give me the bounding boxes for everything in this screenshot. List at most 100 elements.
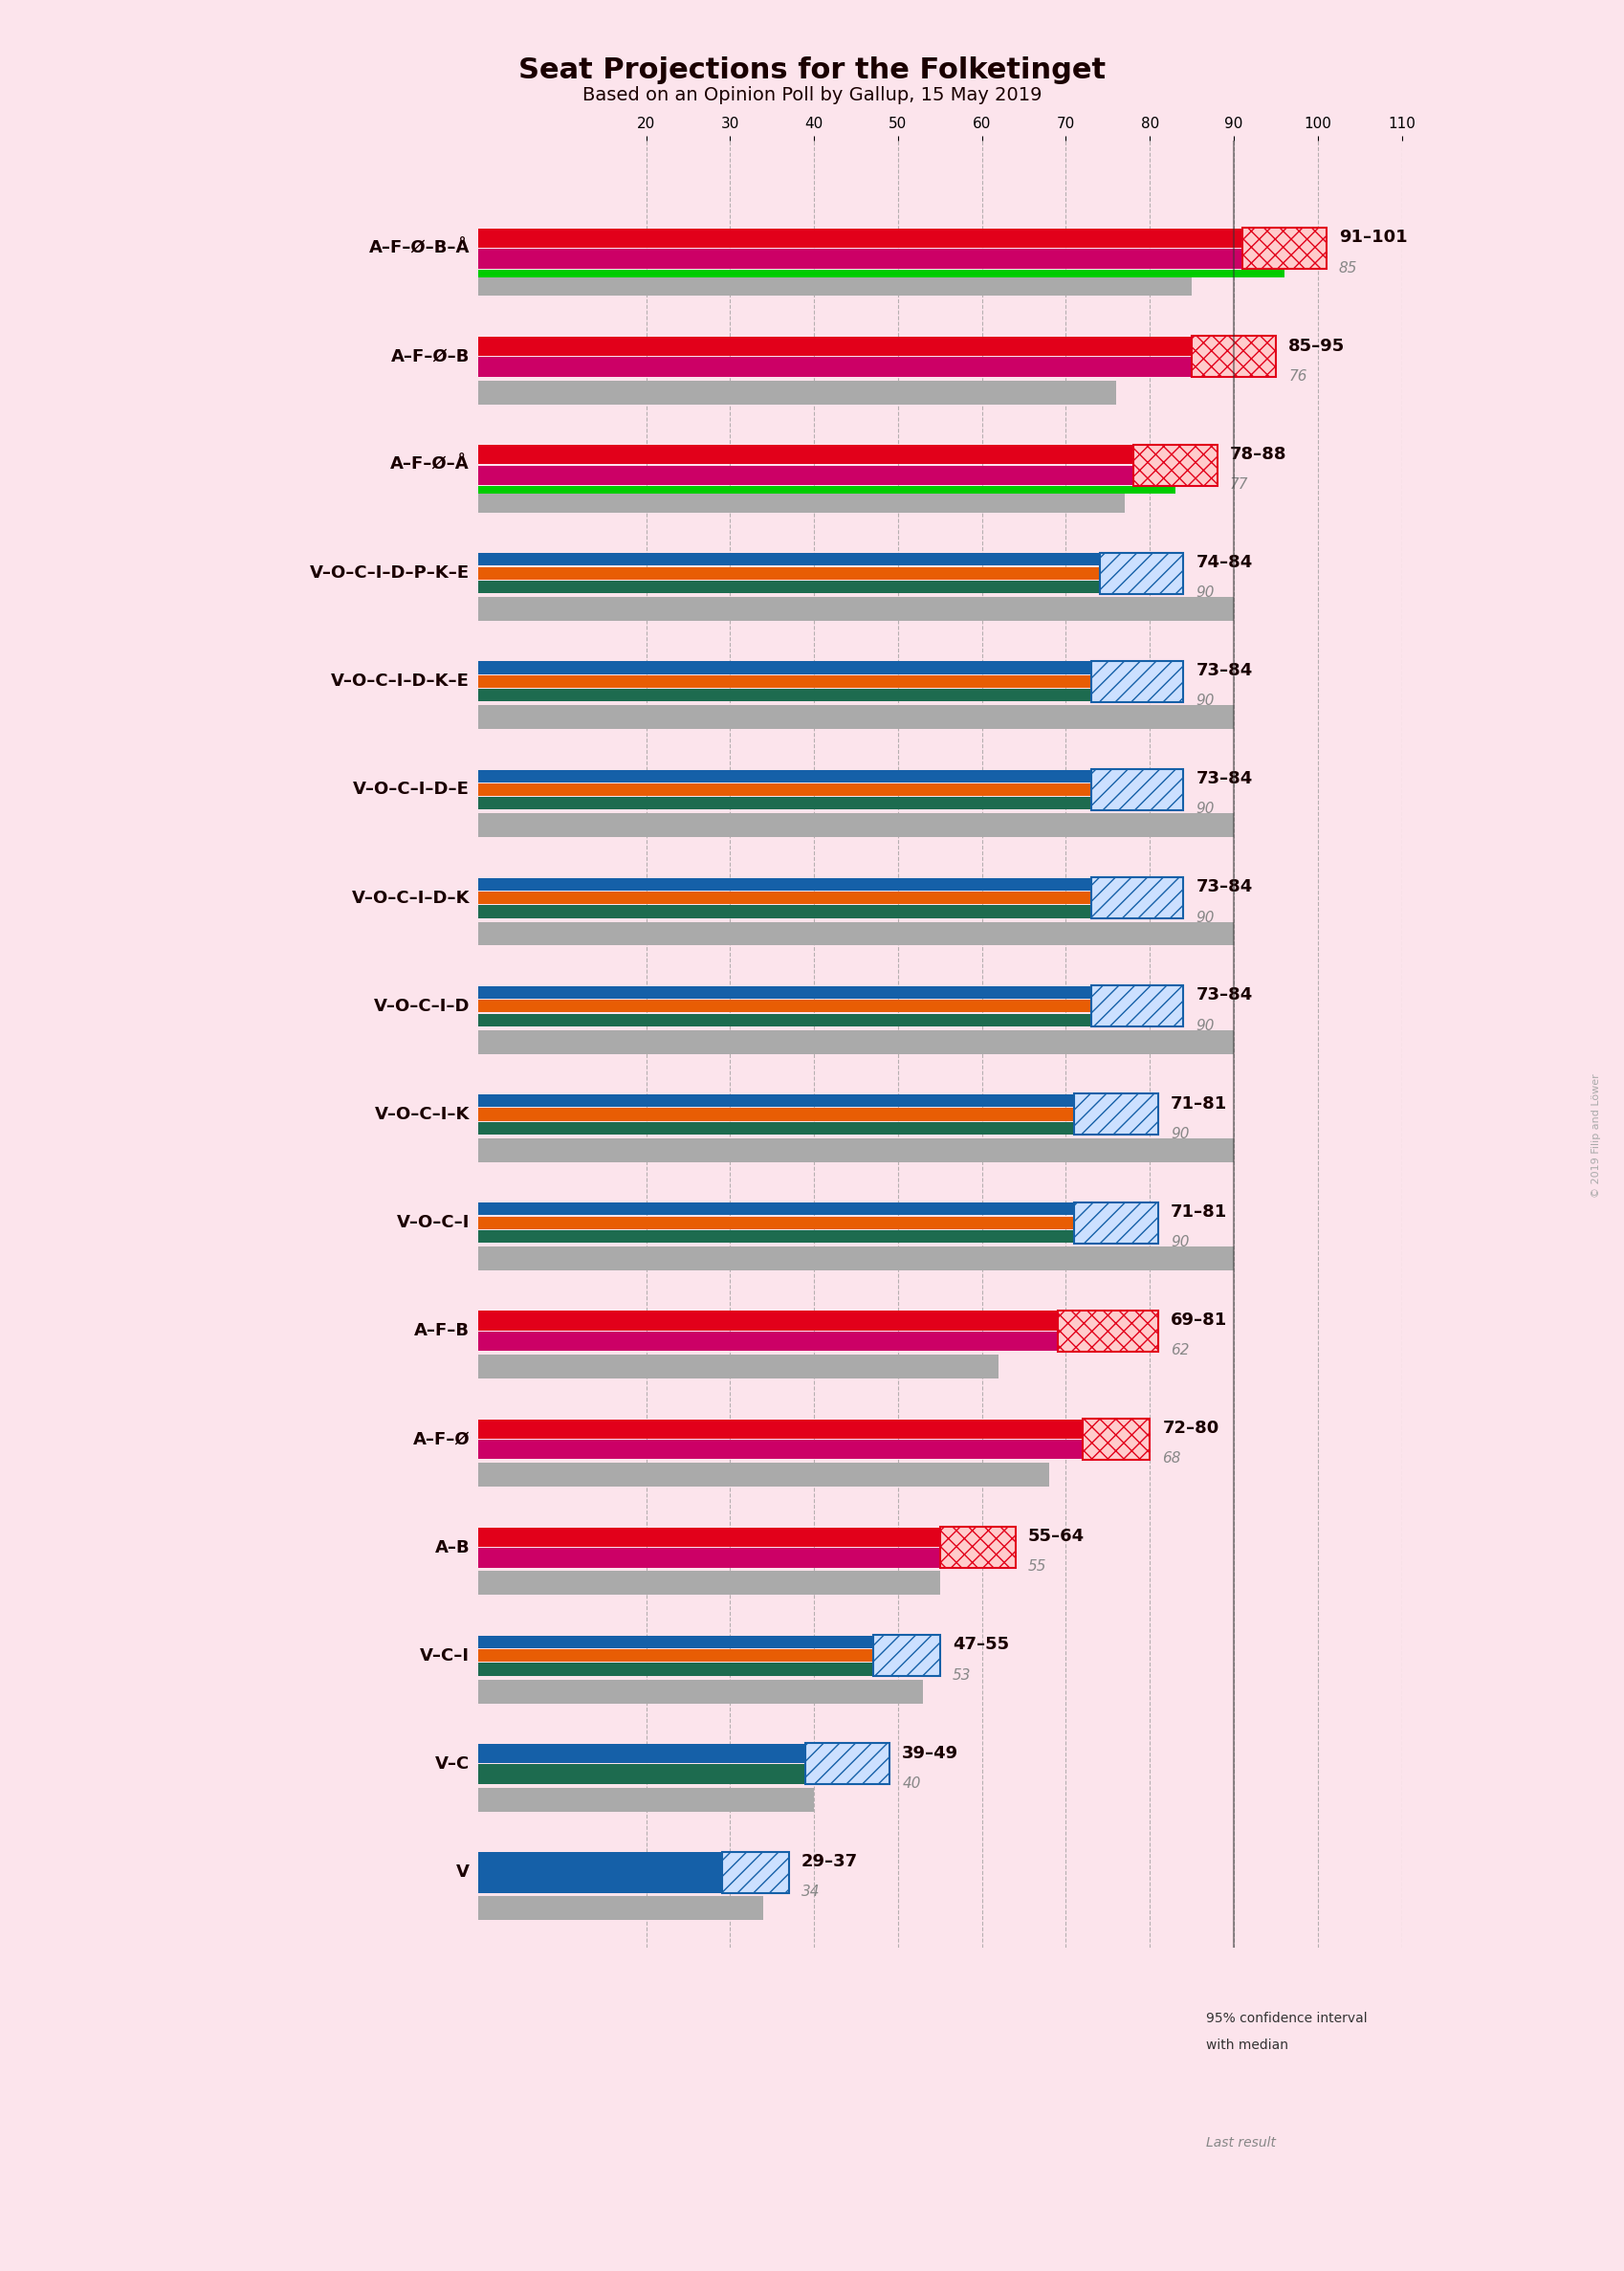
- Text: 73–84: 73–84: [1195, 770, 1252, 788]
- Bar: [477, 1122, 1116, 1136]
- Bar: [477, 1765, 848, 1785]
- FancyBboxPatch shape: [939, 1526, 1015, 1567]
- Text: V–O–C–I–D–K: V–O–C–I–D–K: [351, 890, 469, 906]
- Bar: [477, 1217, 1116, 1229]
- Bar: [477, 270, 1283, 277]
- Text: 39–49: 39–49: [901, 1744, 958, 1762]
- Bar: [477, 674, 1137, 688]
- Bar: [1143, 2121, 1194, 2160]
- Text: © 2019 Filip and Löwer: © 2019 Filip and Löwer: [1590, 1074, 1600, 1197]
- Bar: [477, 486, 1174, 493]
- Text: V–C–I: V–C–I: [419, 1646, 469, 1665]
- Text: 90: 90: [1195, 586, 1215, 600]
- Bar: [477, 1463, 1049, 1488]
- Bar: [477, 1231, 1116, 1242]
- FancyBboxPatch shape: [1090, 877, 1182, 917]
- Text: 34: 34: [801, 1885, 820, 1899]
- Bar: [477, 357, 1233, 377]
- Bar: [477, 1635, 906, 1649]
- Bar: [477, 661, 1137, 674]
- FancyBboxPatch shape: [1173, 1980, 1197, 2055]
- Bar: [477, 1138, 1233, 1163]
- FancyBboxPatch shape: [1057, 1310, 1158, 1351]
- Text: 40: 40: [901, 1776, 921, 1790]
- Text: 90: 90: [1195, 911, 1215, 924]
- Text: 29–37: 29–37: [801, 1853, 857, 1869]
- Bar: [477, 1851, 755, 1892]
- Text: 55–64: 55–64: [1028, 1528, 1085, 1544]
- Text: 68: 68: [1161, 1451, 1181, 1465]
- Text: A–F–Ø–B: A–F–Ø–B: [391, 347, 469, 366]
- Bar: [477, 1662, 906, 1676]
- Text: 74–84: 74–84: [1195, 554, 1252, 570]
- Text: 71–81: 71–81: [1171, 1204, 1226, 1220]
- Text: A–F–Ø–Å: A–F–Ø–Å: [390, 456, 469, 475]
- Text: 85–95: 85–95: [1288, 338, 1345, 354]
- FancyBboxPatch shape: [1132, 445, 1216, 486]
- Bar: [477, 488, 1124, 513]
- Text: V–C: V–C: [435, 1755, 469, 1771]
- FancyBboxPatch shape: [1073, 1201, 1158, 1242]
- Text: V–O–C–I–D: V–O–C–I–D: [374, 997, 469, 1015]
- Bar: [477, 466, 1174, 486]
- Bar: [477, 1419, 1116, 1438]
- Bar: [477, 1108, 1116, 1120]
- Text: 90: 90: [1195, 802, 1215, 815]
- Bar: [477, 1787, 814, 1812]
- Bar: [477, 1440, 1116, 1460]
- FancyBboxPatch shape: [1143, 1980, 1168, 2055]
- Bar: [477, 1896, 763, 1919]
- Bar: [477, 229, 1283, 248]
- Text: 78–88: 78–88: [1229, 445, 1286, 463]
- Text: V: V: [456, 1864, 469, 1880]
- Text: Last result: Last result: [1205, 2137, 1275, 2148]
- Text: 73–84: 73–84: [1195, 986, 1252, 1004]
- Bar: [477, 1744, 848, 1762]
- FancyBboxPatch shape: [872, 1635, 939, 1676]
- FancyBboxPatch shape: [806, 1744, 888, 1785]
- Bar: [477, 688, 1137, 702]
- Bar: [477, 554, 1140, 565]
- Text: 90: 90: [1171, 1235, 1189, 1249]
- Text: 69–81: 69–81: [1171, 1310, 1226, 1329]
- Text: 72–80: 72–80: [1161, 1419, 1218, 1438]
- Bar: [477, 568, 1140, 579]
- Bar: [477, 1247, 1233, 1269]
- Text: 55: 55: [1028, 1560, 1046, 1574]
- Bar: [477, 597, 1233, 620]
- Bar: [477, 783, 1137, 797]
- Bar: [477, 1649, 906, 1662]
- Bar: [477, 1572, 939, 1594]
- Text: Based on an Opinion Poll by Gallup, 15 May 2019: Based on an Opinion Poll by Gallup, 15 M…: [583, 86, 1041, 104]
- Bar: [477, 1310, 1108, 1331]
- Text: A–F–B: A–F–B: [414, 1322, 469, 1340]
- Text: 90: 90: [1171, 1126, 1189, 1140]
- Bar: [477, 879, 1137, 890]
- Bar: [477, 1549, 978, 1567]
- Bar: [477, 1681, 922, 1703]
- FancyBboxPatch shape: [1090, 770, 1182, 811]
- Bar: [477, 999, 1137, 1013]
- FancyBboxPatch shape: [721, 1851, 788, 1892]
- Bar: [477, 581, 1140, 593]
- FancyBboxPatch shape: [1190, 336, 1275, 377]
- Bar: [477, 1204, 1116, 1215]
- Text: 95% confidence interval: 95% confidence interval: [1205, 2012, 1367, 2026]
- Text: A–F–Ø–B–Å: A–F–Ø–B–Å: [369, 241, 469, 257]
- Text: 73–84: 73–84: [1195, 661, 1252, 679]
- Text: V–O–C–I–K: V–O–C–I–K: [375, 1106, 469, 1124]
- Text: with median: with median: [1205, 2039, 1288, 2053]
- Text: 85: 85: [1338, 261, 1356, 275]
- Bar: [477, 336, 1233, 357]
- Bar: [477, 250, 1283, 268]
- Bar: [477, 1031, 1233, 1054]
- Bar: [477, 1331, 1108, 1351]
- Bar: [477, 1013, 1137, 1026]
- Text: 90: 90: [1195, 693, 1215, 709]
- FancyBboxPatch shape: [1099, 552, 1182, 593]
- Bar: [477, 445, 1174, 463]
- Bar: [477, 893, 1137, 904]
- Bar: [477, 986, 1137, 999]
- Text: V–O–C–I–D–K–E: V–O–C–I–D–K–E: [331, 672, 469, 690]
- Text: V–O–C–I: V–O–C–I: [396, 1215, 469, 1231]
